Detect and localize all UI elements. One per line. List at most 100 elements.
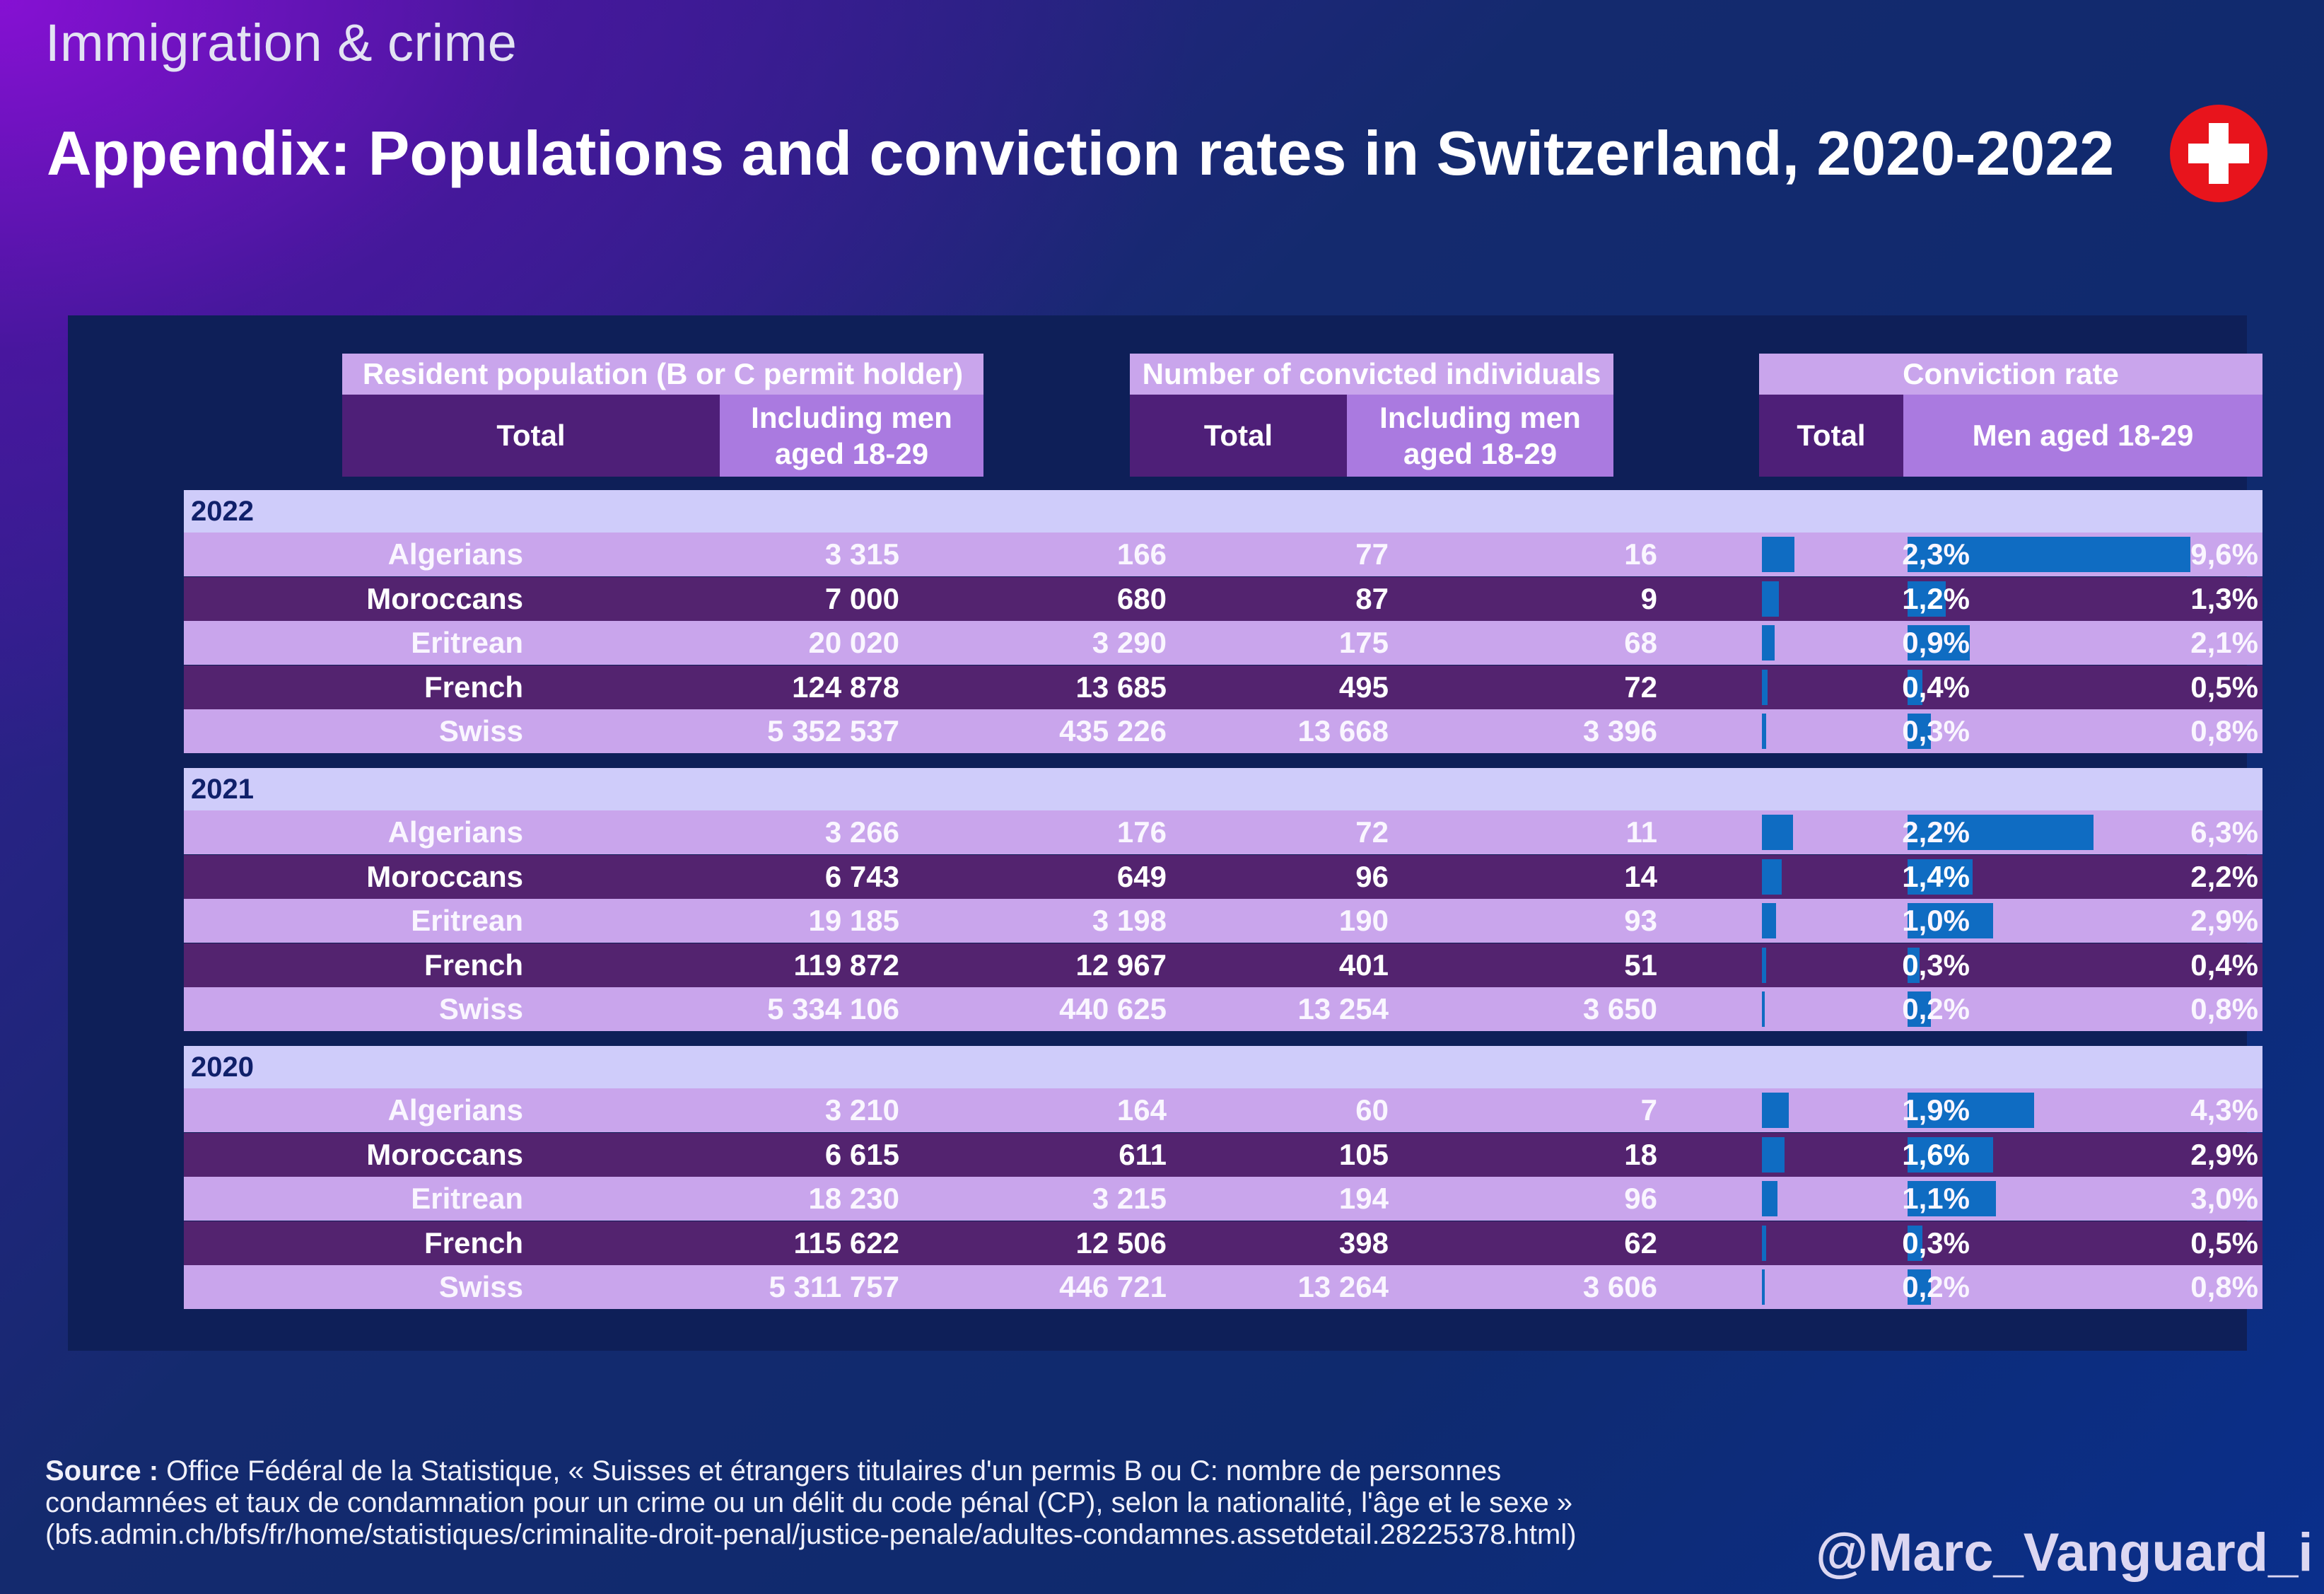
rate-total-bar <box>1762 1093 1789 1128</box>
rate-total-label: 1,0% <box>1902 904 1970 938</box>
year-header-2022: 2022 <box>184 490 2262 533</box>
convicted-total-cell: 495 <box>1338 670 1389 704</box>
year-label: 2022 <box>191 496 254 527</box>
year-label: 2021 <box>191 774 254 805</box>
convicted-total-cell: 105 <box>1338 1137 1389 1171</box>
year-label: 2020 <box>191 1052 254 1083</box>
convicted-men-cell: 11 <box>1625 815 1657 849</box>
population-total-cell: 3 315 <box>824 537 899 571</box>
header-resident-total: Total <box>342 395 720 477</box>
convicted-men-cell: 62 <box>1624 1226 1657 1260</box>
convicted-men-cell: 72 <box>1624 670 1657 704</box>
rate-men-label: 0,5% <box>2190 1226 2258 1260</box>
table-row: Swiss 5 334 106 440 625 13 254 3 650 0,2% 0,8% <box>184 987 2262 1032</box>
population-total-cell: 6 615 <box>824 1137 899 1171</box>
nationality-cell: Algerians <box>387 815 523 849</box>
header-resident-men: Including men aged 18-29 <box>720 395 983 477</box>
rate-total-bar <box>1762 581 1779 617</box>
population-men-cell: 611 <box>1119 1137 1167 1171</box>
source-line-1: Office Fédéral de la Statistique, « Suis… <box>166 1455 1502 1487</box>
rate-men-label: 4,3% <box>2190 1093 2258 1127</box>
rate-total-label: 1,1% <box>1902 1182 1970 1216</box>
convicted-total-cell: 13 264 <box>1297 1270 1389 1304</box>
population-total-cell: 7 000 <box>824 581 899 615</box>
source-label: Source : <box>45 1455 159 1487</box>
rate-men-label: 0,8% <box>2190 992 2258 1026</box>
rate-men-bar <box>1908 903 1993 939</box>
convicted-total-cell: 398 <box>1338 1226 1389 1260</box>
population-total-cell: 6 743 <box>824 859 899 893</box>
table-row: Swiss 5 311 757 446 721 13 264 3 606 0,2% 0,8% <box>184 1265 2262 1310</box>
year-header-2021: 2021 <box>184 768 2262 810</box>
convicted-total-cell: 77 <box>1355 537 1389 571</box>
convicted-total-cell: 190 <box>1338 904 1389 938</box>
header-rate: Conviction rate <box>1759 354 2262 395</box>
rate-men-label: 9,6% <box>2190 537 2258 571</box>
convicted-total-cell: 60 <box>1355 1093 1389 1127</box>
rate-total-label: 0,4% <box>1902 670 1970 704</box>
table-row: Algerians 3 266 176 72 11 2,2% 6,3% <box>184 810 2262 854</box>
convicted-men-cell: 9 <box>1640 581 1657 615</box>
rate-men-bar <box>1908 1136 1993 1173</box>
population-men-cell: 166 <box>1116 537 1167 571</box>
rate-total-bar <box>1762 669 1768 705</box>
rate-men-bar <box>1908 1093 2035 1128</box>
nationality-cell: Algerians <box>387 537 523 571</box>
rate-total-label: 1,2% <box>1902 581 1970 615</box>
rate-men-label: 2,9% <box>2190 904 2258 938</box>
population-total-cell: 119 872 <box>793 948 899 982</box>
rate-men-bar <box>1908 714 1932 750</box>
table-row: Eritrean 18 230 3 215 194 96 1,1% 3,0% <box>184 1177 2262 1221</box>
header-resident-population: Resident population (B or C permit holde… <box>342 354 983 395</box>
rate-men-bar <box>1908 815 2094 850</box>
table-panel: Resident population (B or C permit holde… <box>68 315 2262 1351</box>
source-note: Source : Office Fédéral de la Statistiqu… <box>45 1455 1577 1551</box>
population-men-cell: 13 685 <box>1075 670 1167 704</box>
rate-men-bar <box>1908 669 1922 705</box>
rate-total-bar <box>1762 1181 1777 1217</box>
convicted-men-cell: 14 <box>1624 859 1657 893</box>
population-total-cell: 5 352 537 <box>767 714 899 748</box>
header-convicted-men: Including men aged 18-29 <box>1347 395 1613 477</box>
rate-total-label: 0,3% <box>1902 1226 1970 1260</box>
convicted-total-cell: 87 <box>1355 581 1389 615</box>
rate-total-label: 1,9% <box>1902 1093 1970 1127</box>
rate-men-bar <box>1908 947 1920 983</box>
convicted-men-cell: 7 <box>1640 1093 1657 1127</box>
rate-men-label: 0,8% <box>2190 714 2258 748</box>
convicted-total-cell: 194 <box>1338 1182 1389 1216</box>
population-men-cell: 176 <box>1116 815 1167 849</box>
table-row: French 115 622 12 506 398 62 0,3% 0,5% <box>184 1221 2262 1265</box>
rate-total-bar <box>1762 1269 1765 1305</box>
population-men-cell: 12 967 <box>1075 948 1167 982</box>
rate-men-bar <box>1908 537 2190 572</box>
population-men-cell: 3 215 <box>1092 1182 1167 1216</box>
rate-total-label: 0,3% <box>1902 948 1970 982</box>
table-row: Algerians 3 315 166 77 16 2,3% 9,6% <box>184 533 2262 576</box>
rate-men-label: 3,0% <box>2190 1182 2258 1216</box>
population-total-cell: 3 210 <box>824 1093 899 1127</box>
convicted-men-cell: 93 <box>1624 904 1657 938</box>
chart-title: Appendix: Populations and conviction rat… <box>47 118 2115 188</box>
convicted-total-cell: 72 <box>1355 815 1389 849</box>
population-total-cell: 18 230 <box>808 1182 899 1216</box>
rate-total-bar <box>1762 859 1782 895</box>
nationality-cell: French <box>424 948 523 982</box>
table-row: Eritrean 19 185 3 198 190 93 1,0% 2,9% <box>184 899 2262 943</box>
rate-men-bar <box>1908 1181 1996 1217</box>
rate-total-bar <box>1762 947 1766 983</box>
table-row: Algerians 3 210 164 60 7 1,9% 4,3% <box>184 1088 2262 1132</box>
table-row: Moroccans 6 743 649 96 14 1,4% 2,2% <box>184 854 2262 899</box>
rate-total-bar <box>1762 1225 1766 1261</box>
table-row: Eritrean 20 020 3 290 175 68 0,9% 2,1% <box>184 621 2262 665</box>
nationality-cell: Eritrean <box>411 1182 523 1216</box>
rate-men-bar <box>1908 625 1970 661</box>
rate-men-bar <box>1908 581 1946 617</box>
nationality-cell: French <box>424 670 523 704</box>
rate-men-bar <box>1908 1269 1932 1305</box>
author-handle: @Marc_Vanguard_i <box>1816 1523 2313 1583</box>
population-total-cell: 19 185 <box>808 904 899 938</box>
rate-total-bar <box>1762 537 1794 572</box>
rate-men-label: 2,9% <box>2190 1137 2258 1171</box>
header-rate-total: Total <box>1759 395 1903 477</box>
